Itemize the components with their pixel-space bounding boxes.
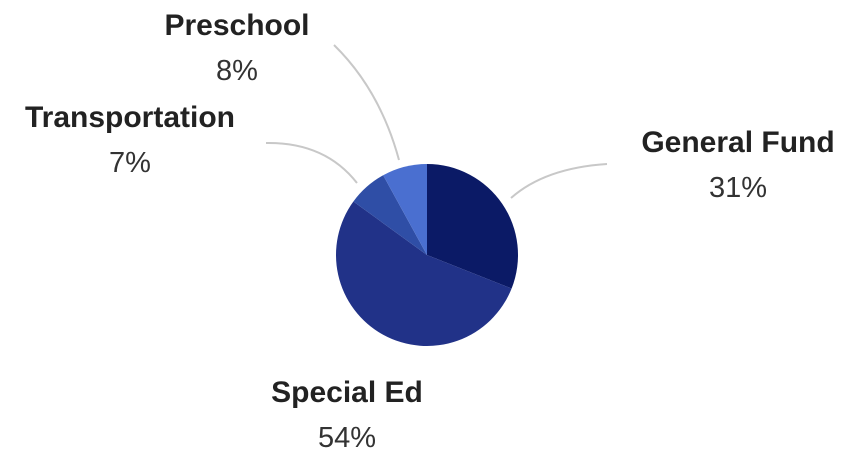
slice-labels: General Fund 31% Special Ed 54% Transpor… bbox=[25, 9, 835, 454]
slice-value-general-fund: 31% bbox=[709, 172, 767, 204]
slice-value-preschool: 8% bbox=[216, 55, 258, 87]
slice-value-transportation: 7% bbox=[109, 147, 151, 179]
pie-slice-special-ed bbox=[336, 201, 512, 346]
leader-line-transportation bbox=[265, 141, 358, 184]
leader-line-general-fund bbox=[510, 163, 608, 199]
pie-slice-preschool bbox=[383, 164, 427, 255]
slice-value-special-ed: 54% bbox=[318, 422, 376, 454]
pie-slice-transportation bbox=[353, 175, 427, 255]
slice-label-general-fund: General Fund bbox=[641, 126, 834, 159]
leader-lines bbox=[265, 44, 608, 199]
leader-line-preschool bbox=[333, 44, 400, 161]
slice-label-special-ed: Special Ed bbox=[271, 376, 423, 409]
pie-slice-general-fund bbox=[427, 164, 519, 289]
slice-label-preschool: Preschool bbox=[164, 9, 309, 42]
pie-slices bbox=[336, 164, 519, 346]
slice-label-transportation: Transportation bbox=[25, 101, 235, 134]
